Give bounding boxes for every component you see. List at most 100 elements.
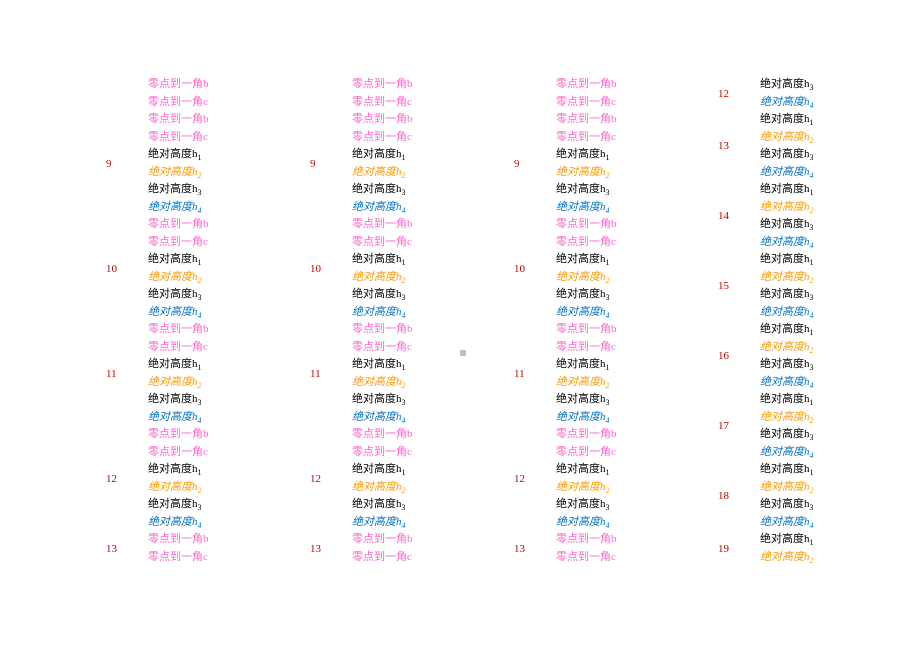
group: 15绝对高度h1绝对高度h2绝对高度h3绝对高度h4	[716, 251, 920, 321]
text-line: 零点到一角b	[352, 216, 413, 234]
subscript: 1	[810, 188, 814, 197]
subscript: 2	[810, 486, 814, 495]
group: 11零点到一角b零点到一角c绝对高度h1绝对高度h2绝对高度h3绝对高度h4	[104, 321, 308, 426]
text-line: 绝对高度h2	[352, 479, 413, 497]
subscript: 3	[402, 293, 406, 302]
subscript: 1	[810, 258, 814, 267]
text-line: 绝对高度h2	[148, 269, 209, 287]
text-line: 零点到一角c	[148, 129, 209, 147]
text-line: 绝对高度h4	[556, 304, 617, 322]
group-lines: 绝对高度h1绝对高度h2绝对高度h3绝对高度h4	[760, 181, 814, 251]
text-line: 零点到一角b	[352, 531, 413, 549]
subscript: 1	[606, 153, 610, 162]
subscript: 2	[402, 171, 406, 180]
group-number	[308, 76, 352, 111]
text-line: 零点到一角b	[148, 426, 209, 444]
subscript: 3	[606, 188, 610, 197]
text-line: 绝对高度h4	[760, 304, 814, 322]
text-line: 绝对高度h3	[760, 496, 814, 514]
subscript: 4	[606, 521, 610, 530]
subscript: 1	[606, 258, 610, 267]
subscript: 2	[606, 171, 610, 180]
subscript: 2	[402, 486, 406, 495]
subscript: 2	[606, 381, 610, 390]
text-line: 绝对高度h2	[148, 164, 209, 182]
group-number: 11	[308, 321, 352, 426]
subscript: 4	[810, 171, 814, 180]
subscript: 4	[606, 206, 610, 215]
text-line: 绝对高度h3	[352, 496, 413, 514]
text-line: 零点到一角b	[148, 321, 209, 339]
subscript: 1	[402, 258, 406, 267]
text-line: 零点到一角b	[556, 426, 617, 444]
text-line: 绝对高度h2	[760, 479, 814, 497]
text-line: 零点到一角c	[556, 444, 617, 462]
text-line: 绝对高度h2	[760, 199, 814, 217]
text-line: 绝对高度h1	[352, 461, 413, 479]
text-line: 绝对高度h1	[556, 461, 617, 479]
text-line: 零点到一角b	[148, 111, 209, 129]
group: 16绝对高度h1绝对高度h2绝对高度h3绝对高度h4	[716, 321, 920, 391]
subscript: 2	[402, 381, 406, 390]
group-number: 12	[716, 76, 760, 111]
group-number	[104, 76, 148, 111]
subscript: 1	[606, 363, 610, 372]
group-number: 10	[104, 216, 148, 321]
group: 10零点到一角b零点到一角c绝对高度h1绝对高度h2绝对高度h3绝对高度h4	[308, 216, 512, 321]
text-line: 绝对高度h4	[352, 304, 413, 322]
text-line: 绝对高度h1	[760, 181, 814, 199]
group-number: 12	[512, 426, 556, 531]
group-lines: 零点到一角b零点到一角c	[148, 531, 209, 566]
group-lines: 零点到一角b零点到一角c绝对高度h1绝对高度h2绝对高度h3绝对高度h4	[148, 426, 209, 531]
text-line: 绝对高度h1	[556, 356, 617, 374]
text-line: 绝对高度h4	[760, 374, 814, 392]
group-number: 10	[512, 216, 556, 321]
text-line: 零点到一角c	[148, 94, 209, 112]
text-line: 零点到一角b	[148, 76, 209, 94]
group: 10零点到一角b零点到一角c绝对高度h1绝对高度h2绝对高度h3绝对高度h4	[104, 216, 308, 321]
subscript: 1	[402, 468, 406, 477]
subscript: 3	[810, 503, 814, 512]
text-line: 绝对高度h3	[760, 146, 814, 164]
text-line: 绝对高度h4	[760, 234, 814, 252]
subscript: 2	[810, 416, 814, 425]
group-lines: 零点到一角b零点到一角c绝对高度h1绝对高度h2绝对高度h3绝对高度h4	[148, 111, 209, 216]
group-number: 11	[512, 321, 556, 426]
subscript: 4	[198, 311, 202, 320]
text-line: 绝对高度h1	[352, 251, 413, 269]
group-lines: 零点到一角b零点到一角c	[352, 76, 413, 111]
group-lines: 绝对高度h1绝对高度h2绝对高度h3绝对高度h4	[760, 461, 814, 531]
text-line: 零点到一角b	[556, 531, 617, 549]
columns-container: 零点到一角b零点到一角c9零点到一角b零点到一角c绝对高度h1绝对高度h2绝对高…	[0, 0, 920, 566]
text-line: 绝对高度h1	[556, 251, 617, 269]
text-line: 绝对高度h1	[760, 111, 814, 129]
subscript: 2	[198, 171, 202, 180]
text-line: 绝对高度h1	[148, 461, 209, 479]
subscript: 3	[198, 293, 202, 302]
group-lines: 绝对高度h1绝对高度h2绝对高度h3绝对高度h4	[760, 321, 814, 391]
subscript: 4	[402, 416, 406, 425]
group-lines: 零点到一角b零点到一角c绝对高度h1绝对高度h2绝对高度h3绝对高度h4	[556, 426, 617, 531]
group-number: 13	[104, 531, 148, 566]
subscript: 4	[198, 521, 202, 530]
text-line: 绝对高度h1	[148, 251, 209, 269]
group-lines: 零点到一角b零点到一角c	[556, 76, 617, 111]
text-line: 绝对高度h1	[760, 391, 814, 409]
text-line: 零点到一角b	[352, 111, 413, 129]
column-1: 零点到一角b零点到一角c9零点到一角b零点到一角c绝对高度h1绝对高度h2绝对高…	[104, 76, 308, 566]
text-line: 绝对高度h4	[556, 199, 617, 217]
group: 12零点到一角b零点到一角c绝对高度h1绝对高度h2绝对高度h3绝对高度h4	[308, 426, 512, 531]
text-line: 绝对高度h4	[148, 514, 209, 532]
subscript: 4	[810, 311, 814, 320]
text-line: 零点到一角c	[352, 129, 413, 147]
group-lines: 零点到一角b零点到一角c绝对高度h1绝对高度h2绝对高度h3绝对高度h4	[352, 216, 413, 321]
subscript: 4	[402, 311, 406, 320]
group-number: 10	[308, 216, 352, 321]
group-lines: 零点到一角b零点到一角c绝对高度h1绝对高度h2绝对高度h3绝对高度h4	[352, 321, 413, 426]
subscript: 4	[402, 521, 406, 530]
text-line: 零点到一角c	[556, 94, 617, 112]
text-line: 绝对高度h4	[352, 199, 413, 217]
text-line: 绝对高度h2	[760, 339, 814, 357]
group-lines: 零点到一角b零点到一角c	[148, 76, 209, 111]
group-number: 13	[512, 531, 556, 566]
